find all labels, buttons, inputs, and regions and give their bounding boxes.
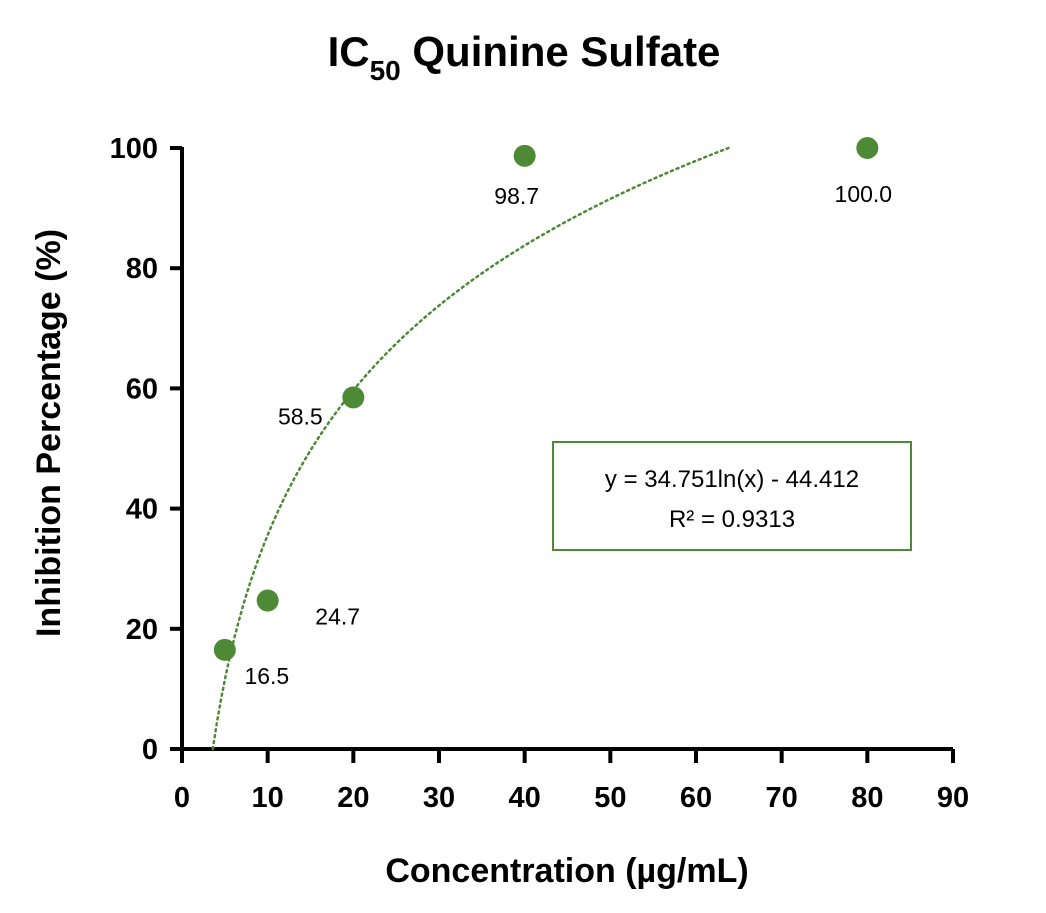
data-point [856, 137, 879, 159]
y-ticks: 0 20 40 60 80 100 [110, 133, 182, 766]
data-label: 58.5 [278, 403, 323, 429]
y-tick-label: 0 [142, 734, 158, 766]
data-point [513, 144, 536, 167]
trendline-equation: y = 34.751ln(x) - 44.412 [605, 466, 859, 493]
y-tick-label: 20 [126, 614, 158, 646]
x-tick-label: 20 [337, 782, 369, 814]
x-tick-label: 0 [174, 782, 190, 814]
trendline-path [211, 146, 730, 751]
chart-title: IC50 Quinine Sulfate [328, 28, 721, 86]
data-points [213, 137, 879, 661]
equation-box-border [552, 441, 912, 551]
x-tick-label: 40 [509, 782, 541, 814]
x-tick-label: 50 [594, 782, 626, 814]
y-tick-label: 40 [126, 494, 158, 526]
chart-title-rest: Quinine Sulfate [401, 28, 721, 75]
data-label: 100.0 [835, 181, 893, 207]
equation-box: y = 34.751ln(x) - 44.412 R² = 0.9313 [552, 441, 912, 551]
x-tick-label: 60 [680, 782, 712, 814]
x-tick-label: 70 [766, 782, 798, 814]
data-point [342, 386, 365, 409]
x-tick-label: 10 [252, 782, 284, 814]
trendline-r-squared: R² = 0.9313 [669, 506, 795, 533]
y-tick-label: 80 [126, 253, 158, 285]
data-point [213, 638, 236, 661]
data-point [256, 589, 279, 612]
trendline [211, 146, 730, 751]
chart-title-subscript: 50 [370, 55, 401, 86]
data-label: 24.7 [315, 604, 360, 630]
x-axis-label: Concentration (µg/mL) [385, 852, 748, 890]
x-tick-label: 80 [851, 782, 883, 814]
x-tick-label: 90 [937, 782, 969, 814]
y-tick-label: 100 [110, 133, 158, 165]
y-axis-label: Inhibition Percentage (%) [30, 229, 68, 637]
data-labels: 16.5 24.7 58.5 98.7 100.0 [244, 181, 892, 689]
y-tick-label: 60 [126, 373, 158, 405]
data-label: 98.7 [494, 183, 539, 209]
x-tick-label: 30 [423, 782, 455, 814]
data-label: 16.5 [244, 663, 289, 689]
chart-title-main: IC [328, 28, 370, 75]
x-ticks: 0 10 20 30 40 50 60 70 80 90 [174, 749, 969, 814]
